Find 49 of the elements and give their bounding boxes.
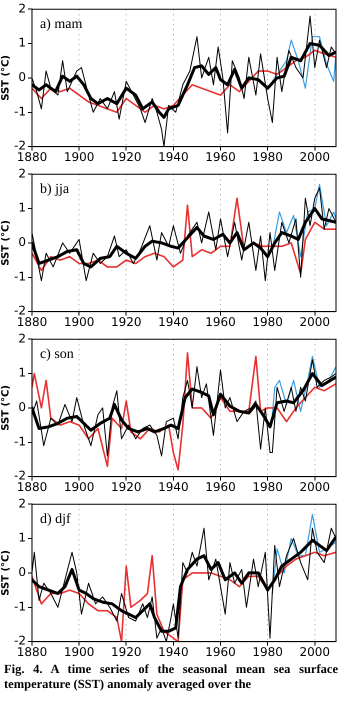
y-tick-label: 2 <box>18 166 26 180</box>
y-tick-label: 1 <box>18 366 26 380</box>
y-tick-label: 0 <box>18 70 26 84</box>
y-tick-label: 1 <box>18 200 26 215</box>
x-tick-label: 1980 <box>252 644 283 659</box>
y-tick-label: 2 <box>18 496 26 510</box>
y-tick-label: -1 <box>14 599 26 614</box>
x-tick-label: 1980 <box>252 314 283 329</box>
x-tick-label: 2000 <box>300 644 330 659</box>
y-tick-label: 2 <box>18 1 26 16</box>
x-tick-label: 1940 <box>158 644 189 659</box>
x-tick-label: 2000 <box>300 480 330 494</box>
y-tick-label: 0 <box>18 565 26 580</box>
x-tick-label: 1960 <box>205 480 236 494</box>
x-tick-label: 1900 <box>64 480 94 494</box>
y-tick-label: 1 <box>18 530 26 545</box>
x-tick-label: 1920 <box>110 644 142 659</box>
text: c) son <box>40 346 74 362</box>
y-axis-title: SST (°C) <box>0 385 12 431</box>
x-tick-label: 1940 <box>158 314 189 329</box>
y-tick-label: 1 <box>18 36 26 50</box>
y-tick-label: -1 <box>14 434 26 448</box>
y-axis-title: SST (°C) <box>0 220 12 266</box>
text: a) mam <box>40 16 82 32</box>
y-tick-label: 0 <box>18 400 26 414</box>
text: b) jja <box>40 182 70 197</box>
x-tick-label: 1960 <box>205 150 236 164</box>
x-tick-label: 2000 <box>300 314 330 329</box>
caption: Fig. 4. A time series of the seasonal mean sea surface temperature (SST) anomaly averaged over the <box>3 661 339 692</box>
text: d) djf <box>40 512 72 527</box>
x-tick-label: 1920 <box>110 480 142 494</box>
y-tick-label: 0 <box>18 235 26 250</box>
y-tick-label: 2 <box>18 331 26 346</box>
x-tick-label: 2000 <box>300 150 330 164</box>
x-tick-label: 1940 <box>158 480 189 494</box>
x-tick-label: 1920 <box>110 150 142 164</box>
x-tick-label: 1920 <box>110 314 142 329</box>
x-tick-label: 1980 <box>252 150 283 164</box>
y-tick-label: -1 <box>14 104 26 118</box>
y-axis-title: SST (°C) <box>0 550 12 596</box>
x-tick-label: 1900 <box>64 150 94 164</box>
x-tick-label: 1940 <box>158 150 189 164</box>
y-tick-label: -1 <box>14 269 26 284</box>
x-tick-label: 1900 <box>64 644 94 659</box>
x-tick-label: 1960 <box>205 644 236 659</box>
x-tick-label: 1900 <box>64 314 94 329</box>
x-tick-label: 1960 <box>205 314 236 329</box>
y-axis-title: SST (°C) <box>0 55 12 101</box>
x-tick-label: 1980 <box>252 480 283 494</box>
